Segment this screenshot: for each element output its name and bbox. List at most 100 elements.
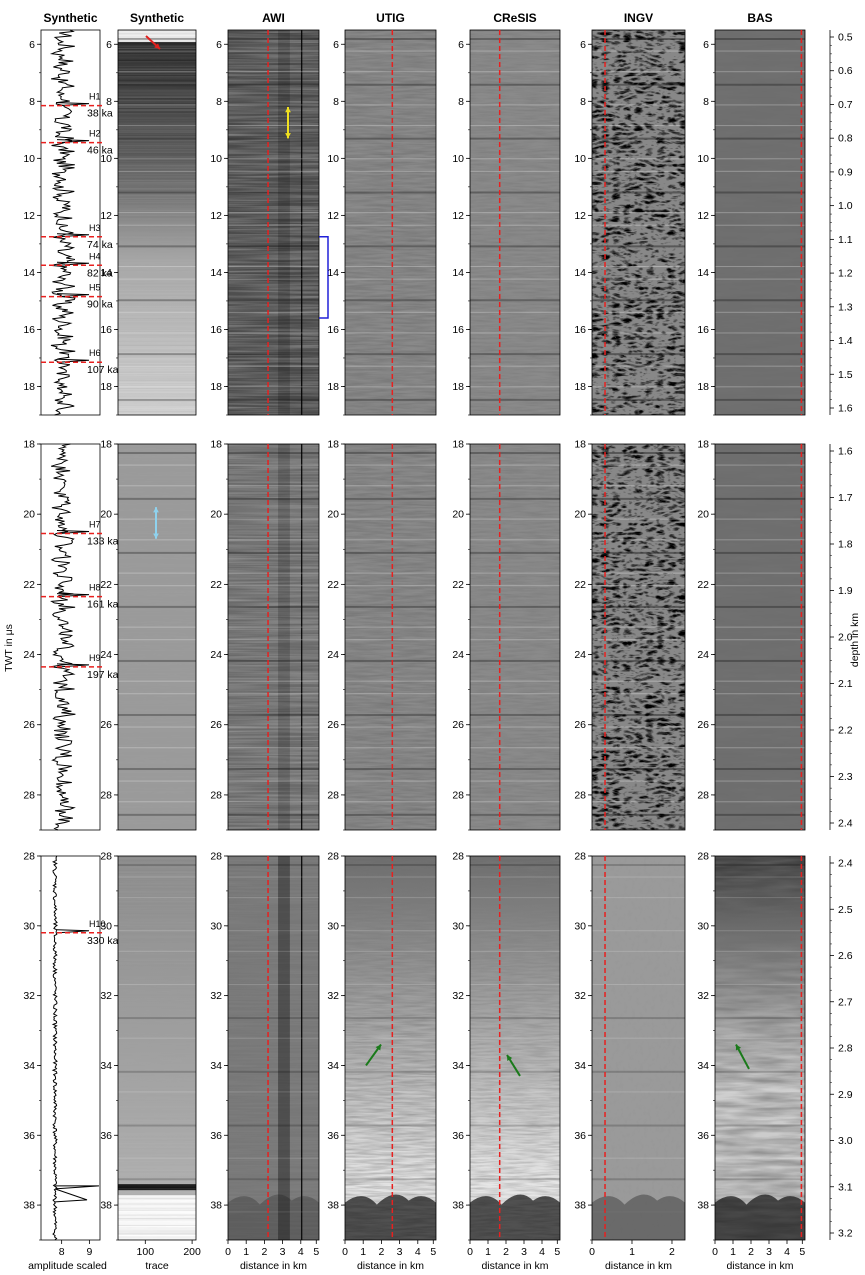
panel-streak xyxy=(278,856,290,1240)
panel-reflector xyxy=(715,639,805,641)
panel-reflector xyxy=(715,464,805,466)
panel-reflector xyxy=(470,876,560,878)
panel-reflector xyxy=(715,299,805,302)
horizon-label-h10: H10 xyxy=(89,919,106,929)
depth-tick-label: 0.8 xyxy=(838,133,853,145)
y-tick-label: 16 xyxy=(452,324,464,336)
y-tick-label: 12 xyxy=(327,210,339,222)
panel-reflector xyxy=(228,278,319,280)
x-tick-label: 5 xyxy=(554,1246,560,1258)
x-axis-label-bas: distance in km xyxy=(726,1260,793,1272)
panel-frame xyxy=(714,855,806,1241)
panel-reflector xyxy=(228,83,319,86)
y-tick-label: 36 xyxy=(574,1130,586,1142)
panel-reflector xyxy=(715,747,805,749)
panel-reflector xyxy=(118,38,196,40)
panel-reflector xyxy=(470,680,560,682)
panel-reflector xyxy=(118,452,196,454)
panel-reflector xyxy=(118,1070,196,1073)
column-title-awi: AWI xyxy=(262,11,285,25)
x-tick-label: 2 xyxy=(748,1246,754,1258)
panel-reflector xyxy=(470,551,560,554)
panel-reflector xyxy=(345,104,436,106)
panel-reflector xyxy=(470,191,560,194)
panel-reflector xyxy=(470,1091,560,1093)
panel-reflector xyxy=(345,1124,436,1127)
x-tick-label: 3 xyxy=(766,1246,772,1258)
horizon-age-h7: 133 ka xyxy=(87,535,119,547)
y-tick-label: 32 xyxy=(697,990,709,1002)
panel-reflector xyxy=(592,767,685,770)
y-tick-label: 16 xyxy=(100,324,112,336)
panel-reflector xyxy=(228,930,319,932)
panel-reflector xyxy=(592,551,685,554)
panel-reflector xyxy=(345,1017,436,1020)
x-tick-label: 0 xyxy=(225,1246,231,1258)
panel-reflector xyxy=(345,897,436,899)
arrow-head xyxy=(735,1044,742,1051)
panel-texture xyxy=(118,30,196,415)
panel-reflector xyxy=(345,626,436,628)
panel-reflector xyxy=(228,767,319,770)
panel-frame xyxy=(469,29,561,416)
y-tick-label: 16 xyxy=(574,324,586,336)
y-tick-label: 22 xyxy=(100,579,112,591)
panel-reflector xyxy=(118,224,196,226)
panel-reflector xyxy=(118,639,196,641)
panel-reflector xyxy=(592,1124,685,1127)
panel-reflector xyxy=(592,1178,685,1181)
panel-reflector xyxy=(345,864,436,866)
depth-tick-label: 1.9 xyxy=(838,585,853,597)
panel-reflector xyxy=(228,125,319,127)
y-tick-label: 20 xyxy=(327,509,339,521)
horizon-label-h9: H9 xyxy=(89,653,101,663)
y-tick-label: 14 xyxy=(452,267,464,279)
panel-cresis-row1 xyxy=(470,30,560,415)
panel-reflector xyxy=(470,1124,560,1127)
panel-reflector xyxy=(715,191,805,194)
panel-reflector xyxy=(470,332,560,334)
y-tick-label: 22 xyxy=(452,579,464,591)
y-tick-label: 28 xyxy=(210,851,222,863)
y-tick-label: 18 xyxy=(452,381,464,393)
panel-reflector xyxy=(592,104,685,106)
panel-reflector xyxy=(470,311,560,313)
y-axis-title: TWT in μs xyxy=(3,624,15,672)
x-tick-label: 1 xyxy=(730,1246,736,1258)
panel-ingv-row1 xyxy=(592,30,685,415)
y-tick-label: 10 xyxy=(210,153,222,165)
depth-tick-label: 1.2 xyxy=(838,268,853,280)
panel-reflector xyxy=(345,1178,436,1181)
y-tick-label: 28 xyxy=(23,789,35,801)
panel-frame xyxy=(40,855,101,1241)
depth-tick-label: 1.6 xyxy=(838,446,853,458)
panel-reflector xyxy=(592,897,685,899)
panel-reflector xyxy=(592,950,685,952)
panel-reflector xyxy=(228,551,319,554)
panel-reflector xyxy=(345,680,436,682)
panel-reflector xyxy=(592,71,685,73)
horizon-label-h3: H3 xyxy=(89,223,101,233)
panel-texture xyxy=(345,30,436,415)
x-tick-label: 200 xyxy=(183,1246,201,1258)
y-tick-label: 12 xyxy=(23,210,35,222)
cyan-double-arrow xyxy=(153,507,159,539)
panel-reflector xyxy=(470,38,560,40)
depth-tick-label: 2.3 xyxy=(838,771,853,783)
panel-reflector xyxy=(228,585,319,587)
panel-reflector xyxy=(715,726,805,728)
column-title-synthetic_amp: Synthetic xyxy=(43,11,97,25)
x-tick-label: 100 xyxy=(137,1246,155,1258)
depth-tick-label: 3.2 xyxy=(838,1228,853,1240)
panel-utig-row2 xyxy=(345,444,436,830)
panel-reflector xyxy=(715,551,805,554)
panel-reflector xyxy=(715,266,805,268)
panel-reflector xyxy=(228,693,319,695)
panel-reflector xyxy=(345,83,436,86)
panel-reflector xyxy=(592,311,685,313)
panel-reflector xyxy=(592,398,685,401)
y-tick-label: 34 xyxy=(327,1060,339,1072)
panel-frame xyxy=(227,29,320,416)
y-tick-label: 12 xyxy=(100,210,112,222)
panel-reflector xyxy=(118,605,196,608)
